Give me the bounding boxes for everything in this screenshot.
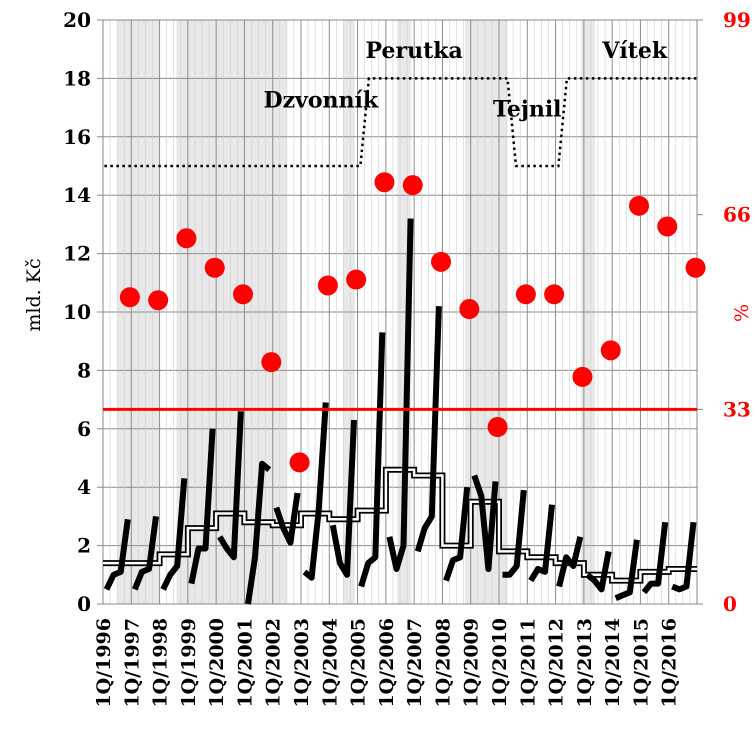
left-tick-labels: 0 2 4 6 8 10 12 14 16 18 20 [63, 8, 91, 616]
minister-label: Vítek [601, 38, 668, 64]
x-tick-label: 1Q/2009 [461, 618, 483, 708]
percent-point [431, 251, 452, 272]
quarterly-line-segment [614, 539, 640, 601]
quarterly-line-segment [386, 218, 414, 572]
minister-label: Perutka [366, 38, 463, 64]
quarterly-line-segment [585, 550, 612, 593]
quarterly-line-segment [245, 460, 272, 605]
percent-point [148, 290, 169, 311]
x-tick-label: 1Q/2008 [432, 618, 454, 708]
quarterly-series [103, 218, 697, 605]
x-tick-label: 1Q/2013 [574, 618, 596, 708]
quarterly-line-segment [160, 478, 188, 591]
quarterly-line-segment [217, 411, 244, 561]
percent-point [374, 172, 395, 193]
y-tick-label-left: 12 [63, 242, 91, 266]
quarterly-line-segment [502, 489, 527, 578]
percent-point [176, 228, 197, 249]
percent-point [544, 284, 565, 305]
right-tick-labels: 0 33 66 99 [697, 8, 751, 616]
minister-labels: Dzvonník Perutka Tejnil Vítek [263, 38, 667, 122]
percent-point [515, 284, 536, 305]
minister-label: Dzvonník [263, 88, 378, 114]
minister-label: Tejnil [493, 96, 562, 122]
quarterly-line-segment [641, 521, 669, 595]
x-tick-label: 1Q/2006 [376, 618, 398, 708]
percent-points [119, 172, 706, 473]
x-tick-label: 1Q/2007 [404, 618, 426, 708]
quarterly-line-segment [273, 492, 301, 546]
x-tick-label: 1Q/2010 [489, 618, 511, 708]
y-tick-label-left: 4 [77, 475, 91, 499]
y-tick-label-left: 2 [77, 534, 91, 558]
percent-point [572, 366, 593, 387]
quarterly-line-segment [414, 306, 442, 553]
y-tick-label-left: 6 [77, 417, 91, 441]
y-tick-label-right: 33 [723, 397, 751, 421]
x-tick-label: 1Q/2002 [263, 618, 285, 708]
percent-point [317, 275, 338, 296]
x-tick-label: 1Q/2012 [546, 618, 568, 708]
x-tick-label: 1Q/1998 [150, 618, 172, 708]
percent-point [459, 299, 480, 320]
percent-point [289, 452, 310, 473]
quarterly-line-segment [556, 536, 584, 588]
quarterly-line-segment [528, 504, 555, 583]
y-tick-label-left: 10 [63, 300, 91, 324]
percent-point [261, 352, 282, 373]
y-tick-label-left: 8 [77, 358, 91, 382]
average-series [103, 466, 697, 584]
minister-tenure-series [104, 77, 697, 168]
x-tick-label: 1Q/1999 [178, 618, 200, 708]
quarterly-line-segment [302, 402, 329, 581]
quarterly-line-segment [132, 516, 159, 591]
quarterly-line-segment [671, 521, 697, 593]
percent-point [657, 216, 678, 237]
x-tick-label: 1Q/2014 [602, 618, 624, 708]
percent-point [600, 340, 621, 361]
y-tick-label-right: 99 [723, 8, 751, 32]
y-tick-label-left: 0 [77, 592, 91, 616]
y-tick-label-left: 16 [63, 125, 91, 149]
percent-point [487, 417, 508, 438]
x-tick-label: 1Q/1997 [121, 618, 143, 708]
y-axis-title-left: mld. Kč [23, 258, 45, 331]
percent-point [346, 269, 367, 290]
x-tick-label: 1Q/1996 [93, 618, 115, 708]
y-tick-label-left: 18 [63, 66, 91, 90]
annual-average-line-inner [103, 468, 697, 582]
x-tick-label: 1Q/2015 [630, 618, 652, 708]
x-tick-label: 1Q/2011 [517, 618, 539, 708]
y-tick-label-right: 0 [723, 592, 737, 616]
quarterly-line-segment [188, 428, 216, 585]
quarterly-line-segment [329, 419, 357, 578]
x-tick-labels: 1Q/1996 1Q/1997 1Q/1998 1Q/1999 1Q/2000 1Q/20… [93, 618, 681, 708]
minister-tenure-line [104, 77, 697, 168]
percent-point [685, 257, 706, 278]
y-tick-label-right: 66 [723, 203, 751, 227]
y-tick-label-left: 20 [63, 8, 91, 32]
plot-frame [102, 19, 698, 605]
quarterly-line-segment [443, 486, 471, 582]
quarterly-line-segment [103, 518, 131, 591]
quarterly-line-segment [358, 332, 386, 588]
percent-point [233, 284, 254, 305]
percent-point [119, 287, 140, 308]
x-tick-label: 1Q/2003 [291, 618, 313, 708]
x-tick-label: 1Q/2001 [234, 618, 256, 708]
x-tick-label: 1Q/2016 [659, 618, 681, 708]
quarterly-line-segment [471, 474, 499, 572]
percent-point [204, 257, 225, 278]
x-tick-label: 1Q/2005 [348, 618, 370, 708]
percent-point [402, 175, 423, 196]
y-axis-title-right: % [731, 304, 753, 322]
y-tick-label-left: 14 [63, 183, 91, 207]
percent-point [629, 195, 650, 216]
x-tick-label: 1Q/2004 [319, 618, 341, 708]
x-tick-label: 1Q/2000 [206, 618, 228, 708]
